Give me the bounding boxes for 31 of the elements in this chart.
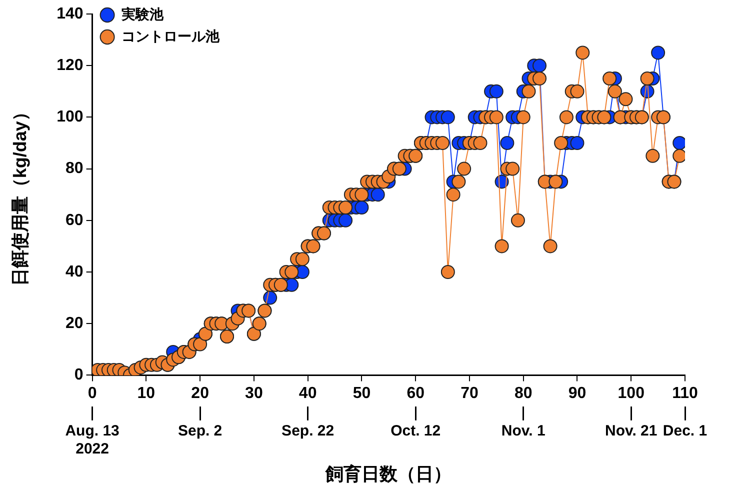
x-tick-label: 60 (406, 385, 425, 402)
y-tick-label: 0 (74, 366, 84, 384)
x-tick-label: 20 (191, 385, 210, 402)
legend-label: コントロール池 (121, 28, 220, 44)
y-tick-label: 40 (66, 263, 84, 280)
x2-tick-label: Nov. 1 (501, 422, 546, 440)
x-tick-label: 10 (137, 385, 156, 402)
x2-tick-label: Sep. 2 (178, 422, 222, 440)
x-tick-label: 100 (618, 385, 645, 402)
y-tick-label: 60 (66, 212, 84, 229)
x-tick-label: 70 (460, 385, 478, 402)
y-axis-title: 日餌使用量（kg/day） (10, 103, 30, 286)
legend-label: 実験池 (121, 6, 164, 22)
y-tick-label: 140 (56, 5, 84, 22)
y-tick-label: 120 (56, 57, 84, 74)
x-tick-label: 0 (88, 385, 97, 402)
x-tick-label: 50 (352, 385, 371, 402)
x-tick-label: 40 (298, 385, 317, 402)
x-tick-label: 90 (568, 385, 586, 402)
y-tick-label: 100 (56, 108, 84, 126)
x2-tick-label: Nov. 21 (604, 422, 658, 440)
y-tick-label: 80 (66, 160, 84, 178)
x-tick-label: 110 (672, 385, 698, 402)
x2-tick-label: Oct. 12 (390, 422, 441, 440)
x-tick-label: 80 (514, 385, 532, 402)
y-tick-label: 20 (66, 315, 84, 332)
x-tick-label: 30 (245, 385, 263, 402)
x-axis-title: 飼育日数（日） (324, 463, 452, 484)
x2-tick-label: Dec. 1 (662, 422, 708, 440)
x2-tick-label: Aug. 13 2022 (65, 422, 120, 458)
x2-tick-label: Sep. 22 (282, 422, 334, 440)
